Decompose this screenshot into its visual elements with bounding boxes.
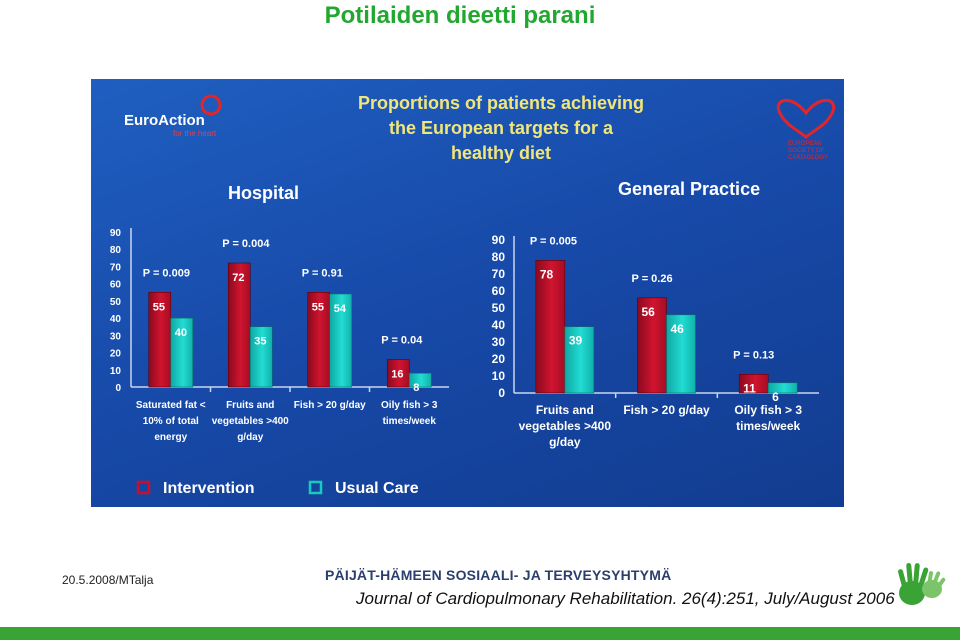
y-tick-label: 10 — [110, 366, 122, 377]
y-tick-label: 50 — [110, 297, 122, 308]
bar-value-label: 39 — [569, 334, 583, 348]
footer-org: PÄIJÄT-HÄMEEN SOSIAALI- JA TERVEYSYHTYMÄ — [325, 567, 672, 583]
y-tick-label: 60 — [492, 284, 506, 298]
legend-label-usual-care: Usual Care — [335, 480, 419, 497]
chart-slide-svg: EuroAction for the heart EUROPEAN SOCIET… — [110, 93, 836, 497]
x-category-label: times/week — [736, 419, 800, 433]
slide-title-line: healthy diet — [451, 143, 551, 163]
bar-usual-care — [408, 372, 432, 388]
p-value-label: P = 0.13 — [733, 349, 774, 361]
slide-title-line: the European targets for a — [389, 118, 614, 138]
bar-intervention — [637, 297, 667, 394]
esc-logo-line: EUROPEAN — [788, 141, 822, 147]
chart-hospital: Hospital 0 10 20 30 40 50 60 70 80 90 55 40 P = 0.009… — [110, 183, 449, 443]
bottom-bar — [0, 627, 960, 640]
y-tick-label: 90 — [492, 233, 506, 247]
y-tick-label: 90 — [110, 228, 122, 239]
bar-value-label: 11 — [743, 381, 756, 395]
p-value-label: P = 0.04 — [381, 334, 423, 346]
y-tick-label: 10 — [492, 369, 506, 383]
page-title: Potilaiden dieetti parani — [324, 2, 596, 29]
y-tick-label: 20 — [492, 352, 506, 366]
legend-swatch-intervention — [136, 480, 151, 495]
bar-value-label: 6 — [772, 390, 779, 404]
x-category-label: vegetables >400 — [212, 416, 289, 427]
x-category-label: Fruits and — [226, 400, 274, 411]
y-tick-label: 70 — [492, 267, 506, 281]
x-category-label: g/day — [237, 432, 264, 443]
bar-intervention — [227, 262, 251, 388]
x-category-label: Oily fish > 3 — [381, 400, 438, 411]
legend-swatch-usual-care — [308, 480, 323, 495]
legend: Intervention Usual Care — [136, 480, 419, 497]
x-category-label: times/week — [383, 416, 437, 427]
p-value-label: P = 0.005 — [530, 235, 577, 247]
bar-value-label: 16 — [391, 368, 403, 380]
p-value-label: P = 0.009 — [143, 267, 190, 279]
x-category-label: 10% of total — [143, 416, 199, 427]
bar-value-label: 78 — [540, 267, 554, 281]
euroaction-logo-text: EuroAction — [124, 112, 205, 129]
y-tick-label: 80 — [492, 250, 506, 264]
esc-logo-line: CARDIOLOGY — [788, 155, 828, 161]
y-tick-label: 30 — [110, 331, 122, 342]
x-category-label: vegetables >400 — [519, 419, 612, 433]
x-category-label: Saturated fat < — [136, 400, 206, 411]
bar-usual-care — [329, 293, 353, 388]
bar-value-label: 55 — [153, 301, 165, 313]
bar-value-label: 54 — [334, 303, 347, 315]
y-tick-label: 50 — [492, 301, 506, 315]
p-value-label: P = 0.91 — [302, 267, 343, 279]
y-tick-label: 40 — [492, 318, 506, 332]
bar-value-label: 72 — [232, 272, 244, 284]
esc-logo-line: SOCIETY OF — [788, 148, 825, 154]
hands-logo-icon — [898, 562, 946, 605]
bar-usual-care — [564, 326, 595, 394]
chart-title: General Practice — [618, 179, 760, 199]
x-category-label: Fish > 20 g/day — [294, 400, 366, 411]
bar-intervention — [535, 260, 566, 394]
x-category-label: Fish > 20 g/day — [623, 403, 710, 417]
x-category-label: energy — [154, 432, 187, 443]
footer-reference: Journal of Cardiopulmonary Rehabilitatio… — [356, 589, 895, 608]
y-tick-label: 40 — [110, 314, 122, 325]
esc-heart-icon — [776, 98, 836, 139]
legend-label-intervention: Intervention — [163, 480, 255, 497]
y-tick-label: 20 — [110, 349, 122, 360]
bar-value-label: 40 — [175, 327, 187, 339]
chart-slide: EuroAction for the heart EUROPEAN SOCIET… — [91, 79, 844, 507]
bar-value-label: 46 — [671, 322, 685, 336]
y-tick-label: 70 — [110, 262, 122, 273]
bar-usual-care — [767, 382, 798, 394]
chart-title: Hospital — [228, 183, 299, 203]
bar-value-label: 55 — [312, 301, 324, 313]
y-tick-label: 60 — [110, 280, 122, 291]
bar-usual-care — [249, 326, 273, 388]
y-tick-label: 0 — [115, 383, 121, 394]
x-category-label: Fruits and — [536, 403, 594, 417]
y-tick-label: 0 — [498, 386, 505, 400]
footer-date: 20.5.2008/MTalja — [62, 573, 154, 587]
y-tick-label: 30 — [492, 335, 506, 349]
y-tick-label: 80 — [110, 245, 122, 256]
esc-logo: EUROPEAN SOCIETY OF CARDIOLOGY — [776, 98, 836, 161]
bar-value-label: 56 — [642, 305, 656, 319]
x-category-label: g/day — [549, 435, 581, 449]
slide-title: Proportions of patients achieving the Eu… — [358, 93, 644, 163]
chart-general-practice: General Practice 0 10 20 30 40 50 60 70 80 90 78 39 P… — [492, 179, 819, 449]
bar-value-label: 8 — [413, 382, 419, 394]
slide-title-line: Proportions of patients achieving — [358, 93, 644, 113]
euroaction-logo: EuroAction for the heart — [124, 94, 222, 138]
bar-usual-care — [666, 314, 696, 394]
bar-value-label: 35 — [254, 336, 266, 348]
x-category-label: Oily fish > 3 — [734, 403, 802, 417]
p-value-label: P = 0.26 — [632, 273, 673, 285]
bar-usual-care — [170, 317, 194, 388]
euroaction-logo-subtext: for the heart — [173, 129, 217, 138]
heart-swirl-icon — [200, 94, 222, 116]
p-value-label: P = 0.004 — [222, 238, 270, 250]
